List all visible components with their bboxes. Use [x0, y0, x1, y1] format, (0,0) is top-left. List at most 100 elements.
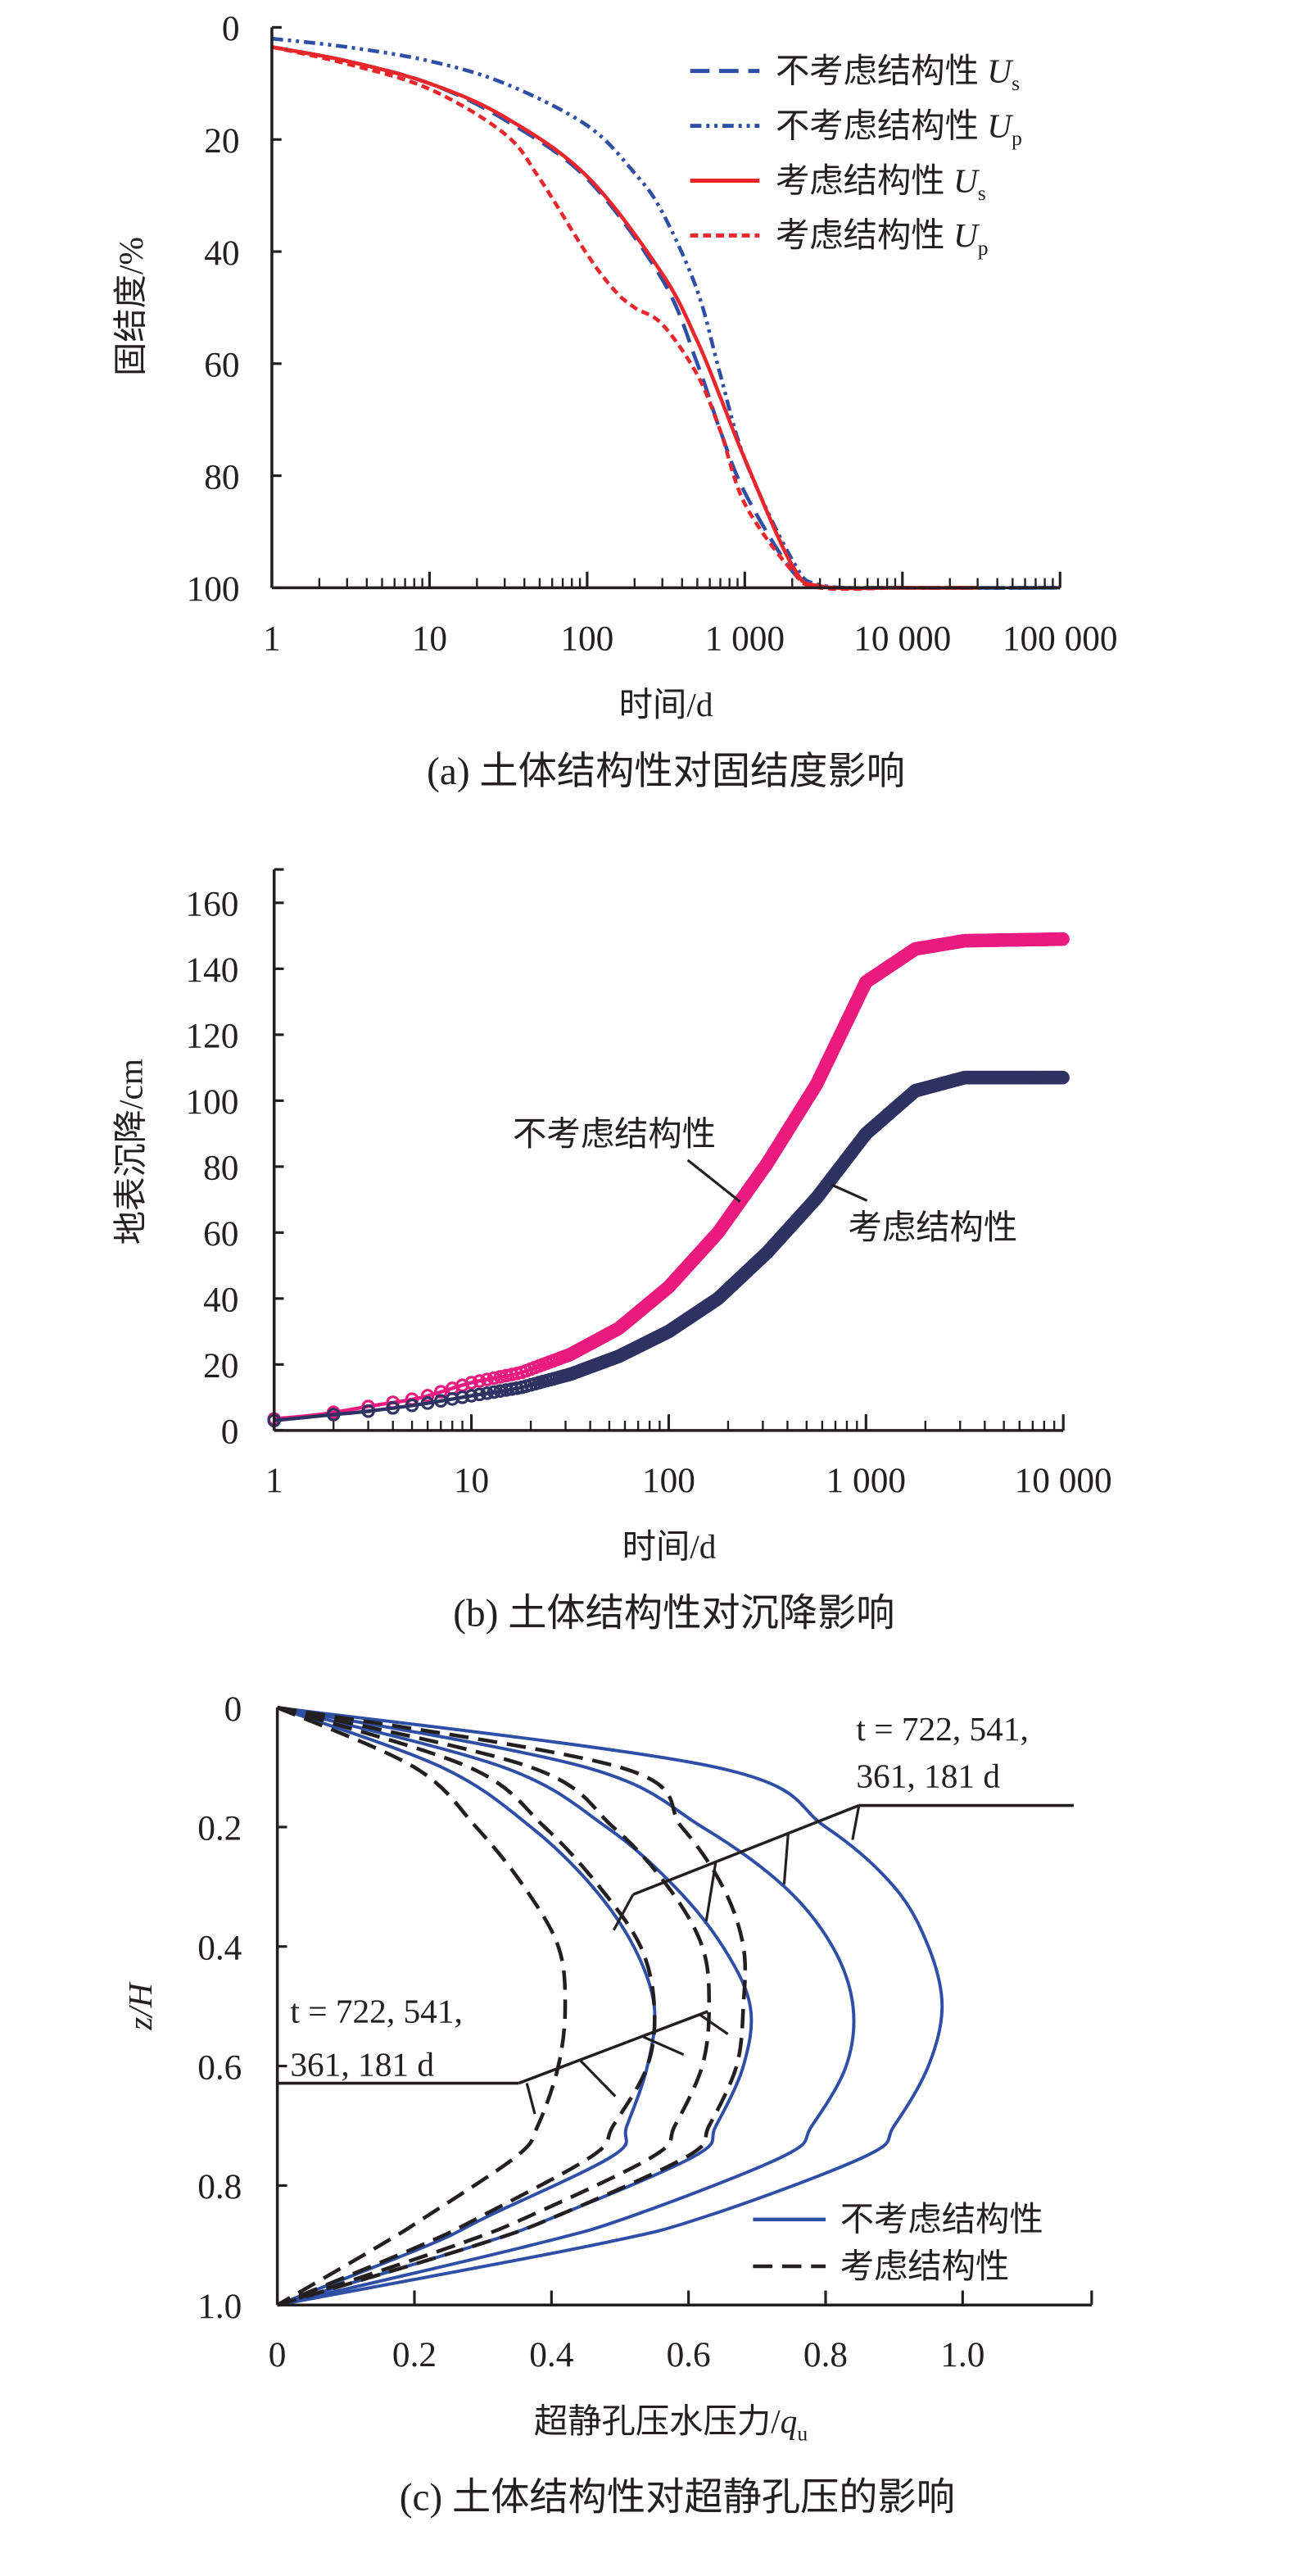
- profile-curve: [276, 1705, 748, 2307]
- x-tick-label: 0: [269, 2335, 287, 2374]
- x-tick-label: 1 000: [826, 1461, 906, 1500]
- legend-label: 不考虑结构性 Up: [776, 107, 1022, 150]
- annotation-leader-line: [632, 1803, 860, 1896]
- panel-caption: (b) 土体结构性对沉降影响: [453, 1592, 894, 1635]
- y-tick-label: 60: [204, 346, 239, 385]
- series-line: [274, 937, 1064, 1421]
- data-point-marker: [464, 1389, 478, 1403]
- annotation-pointer: [642, 2035, 685, 2057]
- series-1: [267, 1070, 1070, 1428]
- x-axis-label: 时间/d: [622, 1528, 717, 1566]
- annotation-text: t = 722, 541,: [290, 1993, 462, 2030]
- data-point-marker: [487, 1385, 501, 1399]
- annotation-non-structured: 不考虑结构性: [513, 1115, 716, 1153]
- annotation-pointer: [612, 1893, 635, 1931]
- x-axis-label-text: 超静孔压水压力/: [534, 2402, 781, 2440]
- legend-label-text: 考虑结构性: [776, 216, 953, 254]
- y-tick-label: 0: [224, 1689, 242, 1729]
- legend-symbol: U: [953, 161, 980, 199]
- y-tick-label: 0.2: [197, 1809, 242, 1848]
- profile-curve: [277, 1706, 856, 2307]
- x-axis-label-subscript: u: [797, 2422, 808, 2446]
- profile-curve: [277, 1706, 944, 2307]
- annotation-pointer: [851, 1805, 861, 1840]
- y-tick-label: 100: [185, 1082, 238, 1122]
- x-tick-label: 1: [265, 1461, 283, 1500]
- legend-label: 不考虑结构性 Us: [776, 52, 1020, 95]
- series-0: [267, 932, 1070, 1426]
- data-point-marker: [487, 1371, 501, 1386]
- data-point-marker: [480, 1372, 494, 1386]
- x-tick-label: 100: [642, 1461, 695, 1500]
- annotation-pointer: [782, 1833, 790, 1884]
- y-tick-label: 140: [185, 950, 238, 990]
- legend-subscript: s: [1012, 71, 1020, 95]
- y-tick-label: 40: [204, 234, 239, 273]
- legend-label-text: 不考虑结构性: [776, 107, 987, 144]
- x-axis-label-symbol: q: [781, 2402, 798, 2440]
- x-tick-label: 10 000: [853, 619, 951, 658]
- profile-curve: [277, 1706, 754, 2307]
- data-point-marker: [1056, 1070, 1070, 1085]
- y-axis-label: 固结度/%: [111, 237, 149, 376]
- annotation-text: 361, 181 d: [856, 1757, 1000, 1794]
- panel-a-consolidation-degree: 0 20 40 60 80 100 1 10 100 1 000 10 000 100 000 时间/d…: [111, 9, 1117, 793]
- data-point-marker: [473, 1374, 487, 1388]
- annotation-pointer: [525, 2083, 536, 2115]
- annotation-pointer: [704, 1862, 717, 1921]
- profile-curve: [276, 1705, 568, 2307]
- data-point-marker: [473, 1387, 487, 1402]
- y-tick-label: 0.8: [197, 2167, 242, 2206]
- y-tick-label: 20: [203, 1346, 238, 1386]
- data-point-marker: [386, 1401, 400, 1415]
- annotation-text: t = 722, 541,: [856, 1710, 1028, 1748]
- annotation-leader-line: [518, 2010, 708, 2085]
- data-point-marker: [464, 1376, 478, 1390]
- y-tick-label: 20: [204, 121, 239, 161]
- panel-caption: (c) 土体结构性对超静孔压的影响: [400, 2476, 955, 2519]
- y-tick-label: 0: [222, 9, 240, 48]
- legend-symbol: U: [953, 216, 980, 254]
- y-tick-label: 0.6: [197, 2048, 242, 2087]
- annotation-pointer: [699, 2013, 729, 2035]
- x-tick-label: 100: [560, 619, 613, 658]
- legend-label: 考虑结构性: [840, 2247, 1010, 2285]
- x-tick-label: 10 000: [1015, 1461, 1112, 1500]
- series-line-3: [271, 45, 978, 592]
- annotation-structured: 考虑结构性: [849, 1209, 1018, 1246]
- y-tick-label: 160: [185, 885, 238, 924]
- data-point-marker: [480, 1386, 494, 1400]
- profile-curve: [276, 1705, 712, 2307]
- x-tick-label: 0.4: [529, 2335, 573, 2374]
- annotation-leader-line: [686, 1159, 741, 1203]
- legend-item: 考虑结构性 Us: [690, 161, 986, 205]
- legend-subscript: p: [978, 236, 989, 260]
- x-tick-label: 1.0: [940, 2335, 984, 2374]
- panel-b-surface-settlement: 0 20 40 60 80 100 120 140 160 1 10 100 1 000 10 000 时间…: [111, 868, 1112, 1635]
- y-tick-label: 120: [185, 1017, 238, 1056]
- y-tick-label: 80: [203, 1149, 238, 1188]
- legend-label-text: 不考虑结构性: [776, 52, 987, 89]
- x-tick-label: 0.8: [803, 2335, 848, 2374]
- data-point-marker: [420, 1389, 435, 1403]
- x-tick-label: 10: [412, 619, 447, 658]
- y-axis-label: z/H: [121, 1981, 159, 2031]
- annotation-leader-line: [831, 1183, 868, 1202]
- legend-symbol: U: [987, 52, 1014, 89]
- panel-c-excess-pore-pressure: 0 0.2 0.4 0.6 0.8 1.0 0 0.2 0.4 0.6 0.8 1.0 超静孔压水压力/…: [121, 1689, 1093, 2519]
- y-tick-label: 80: [204, 457, 239, 497]
- series-line-1: [271, 36, 1061, 590]
- y-tick-label: 0: [221, 1413, 239, 1452]
- data-point-marker: [420, 1396, 435, 1410]
- legend-subscript: p: [1012, 126, 1022, 150]
- legend-item: 不考虑结构性: [753, 2201, 1043, 2238]
- y-axis-label: 地表沉降/cm: [111, 1059, 149, 1245]
- legend-item: 不考虑结构性 Us: [690, 52, 1020, 95]
- x-axis-label: 超静孔压水压力/qu: [534, 2402, 808, 2446]
- data-point-marker: [455, 1390, 469, 1404]
- y-tick-label: 60: [203, 1214, 238, 1254]
- y-tick-label: 0.4: [197, 1928, 242, 1967]
- data-point-marker: [405, 1398, 419, 1413]
